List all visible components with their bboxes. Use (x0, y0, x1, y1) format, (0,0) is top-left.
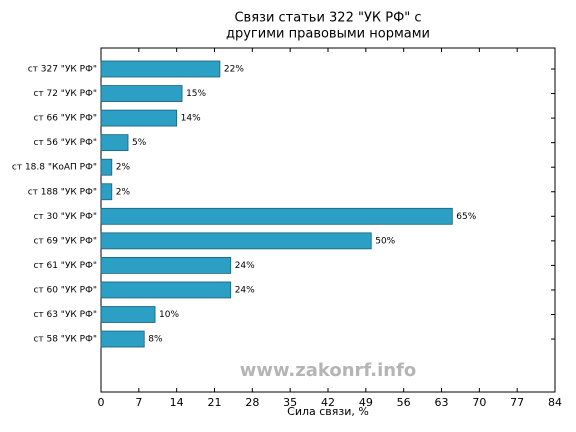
value-label: 24% (235, 285, 255, 295)
bar (100, 109, 178, 127)
x-tick-label: 84 (548, 396, 562, 409)
x-tick-label: 0 (98, 396, 105, 409)
bar (100, 60, 221, 78)
y-tick-label: ст 58 "УК РФ" (33, 335, 97, 345)
bar (100, 85, 183, 102)
bar (100, 134, 129, 152)
bar (100, 306, 156, 323)
y-tick-label: ст 61 "УК РФ" (33, 261, 97, 271)
y-tick-label: ст 69 "УК РФ" (33, 236, 97, 246)
bar (100, 330, 145, 348)
x-tick-label: 14 (170, 396, 184, 409)
x-axis-label: Сила связи, % (287, 405, 369, 418)
y-tick-label: ст 18.8 "КоАП РФ" (12, 163, 97, 173)
value-label: 8% (148, 335, 163, 345)
x-tick-label: 63 (435, 396, 449, 409)
y-tick-label: ст 30 "УК РФ" (33, 212, 97, 222)
watermark: www.zakonrf.info (240, 360, 417, 381)
x-tick-label: 21 (208, 396, 222, 409)
value-label: 15% (186, 89, 206, 99)
bar (100, 281, 232, 299)
value-label: 2% (116, 163, 131, 173)
value-label: 22% (224, 65, 244, 75)
y-tick-label: ст 72 "УК РФ" (33, 89, 97, 99)
value-label: 10% (159, 310, 179, 320)
value-label: 5% (132, 138, 147, 148)
bar (100, 232, 372, 250)
y-tick-label: ст 60 "УК РФ" (33, 285, 97, 295)
x-tick-label: 77 (510, 396, 524, 409)
chart-title: Связи статьи 322 "УК РФ" с (234, 11, 421, 26)
x-tick-label: 28 (245, 396, 259, 409)
x-tick-label: 56 (397, 396, 411, 409)
y-tick-label: ст 56 "УК РФ" (33, 138, 97, 148)
value-label: 24% (235, 261, 255, 271)
x-tick-label: 35 (283, 396, 297, 409)
value-label: 50% (375, 236, 395, 246)
chart-title: другими правовыми нормами (226, 27, 430, 42)
y-tick-label: ст 188 "УК РФ" (28, 187, 97, 197)
y-tick-label: ст 327 "УК РФ" (28, 65, 97, 75)
value-label: 65% (456, 212, 476, 222)
value-label: 2% (116, 187, 131, 197)
bar (100, 256, 232, 274)
x-tick-label: 49 (359, 396, 373, 409)
bar (100, 183, 113, 201)
x-tick-label: 7 (135, 396, 142, 409)
bar (100, 207, 453, 225)
y-tick-label: ст 63 "УК РФ" (33, 310, 97, 320)
value-label: 14% (181, 114, 201, 124)
y-tick-label: ст 66 "УК РФ" (33, 114, 97, 124)
x-tick-label: 42 (321, 396, 335, 409)
x-tick-label: 70 (472, 396, 486, 409)
bar (100, 158, 113, 176)
